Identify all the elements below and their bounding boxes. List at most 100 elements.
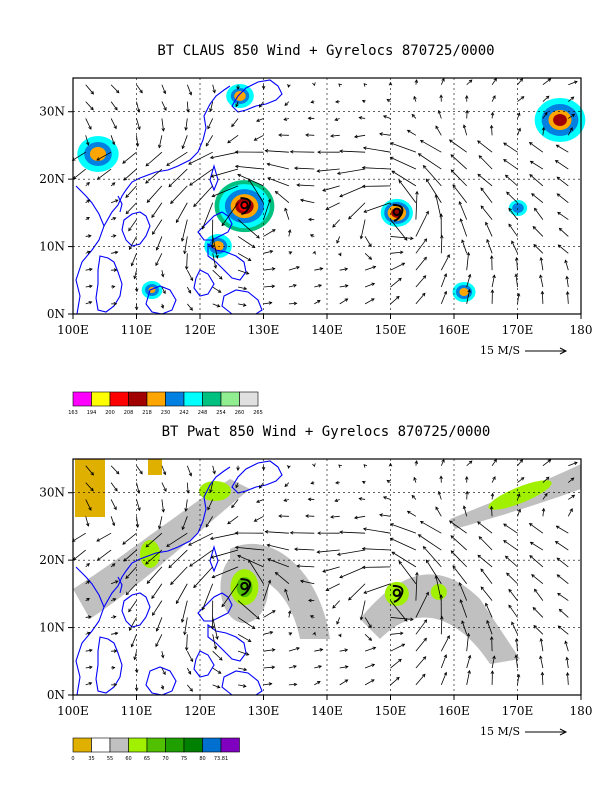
wind-vector (263, 665, 276, 670)
wind-vector (161, 84, 167, 95)
pwat-vector-scale-arrow (525, 728, 568, 736)
colorbar-swatch (239, 391, 259, 407)
wind-vector (390, 600, 408, 622)
wind-vector (557, 211, 569, 220)
wind-vector (568, 113, 576, 119)
wind-vector (155, 634, 163, 648)
wind-vector (288, 251, 293, 255)
colorbar-label: 194 (87, 410, 97, 416)
wind-vector (212, 667, 222, 674)
wind-vector (237, 554, 264, 568)
longitude-tick-label: 160E (438, 323, 470, 337)
wind-vector (565, 656, 569, 669)
coastline (121, 592, 151, 628)
wind-vector (415, 571, 419, 601)
wind-vector (555, 525, 569, 534)
wind-vector (237, 633, 252, 642)
wind-vector (528, 523, 544, 534)
longitude-tick-label: 180 (570, 704, 593, 718)
longitude-tick-label: 120E (184, 323, 216, 337)
wind-vector (325, 583, 340, 591)
wind-vector (158, 516, 163, 530)
wind-vector (158, 135, 163, 149)
cloud-contour (512, 203, 524, 213)
wind-vector (567, 508, 573, 517)
wind-vector (506, 191, 518, 204)
pwat-panel: BT Pwat 850 Wind + Gyrelocs 870725/0000 … (39, 424, 592, 762)
wind-vector (212, 634, 218, 650)
wind-vector (207, 499, 214, 511)
wind-vector (363, 583, 391, 594)
wind-vector (480, 586, 493, 601)
wind-vector (388, 81, 393, 86)
wind-vector (558, 608, 569, 618)
wind-vector (486, 238, 493, 254)
wind-vector (123, 549, 137, 562)
moisture-contour (199, 481, 231, 501)
gyre-marker (240, 578, 252, 597)
wind-vector (557, 592, 569, 601)
wind-vector (128, 600, 137, 613)
wind-vector (364, 646, 377, 652)
wind-vector (238, 684, 247, 688)
wind-vector (440, 234, 444, 254)
wind-vector (212, 236, 219, 259)
wind-vector (263, 579, 272, 601)
wind-vector (539, 274, 544, 288)
wind-vector (85, 465, 94, 476)
wind-vector (564, 259, 569, 271)
wind-vector (390, 617, 414, 622)
claus-colorbar: 163 194 200 208 218 230 242 248 254 260 265 (68, 391, 263, 416)
wind-vector (238, 667, 248, 672)
wind-vector (539, 655, 544, 669)
wind-vector (122, 532, 137, 545)
wind-vector (152, 219, 163, 235)
wind-vector (188, 151, 213, 165)
wind-vector (180, 219, 188, 242)
wind-vector (466, 669, 471, 685)
wind-vector (419, 140, 442, 153)
wind-vector (287, 229, 292, 237)
wind-vector (565, 275, 569, 288)
wind-vector (361, 166, 391, 170)
wind-vector (201, 583, 214, 611)
wind-vector (85, 482, 94, 492)
wind-vector (160, 651, 165, 659)
wind-vector (236, 465, 240, 471)
wind-vector (316, 549, 340, 554)
wind-vector (96, 168, 112, 180)
colorbar-label: 0 (71, 756, 74, 762)
wind-vector (263, 648, 276, 652)
colorbar-label: 55 (107, 756, 113, 762)
wind-vector (307, 116, 315, 121)
claus-title: BT CLAUS 850 Wind + Gyrelocs 870725/0000 (157, 43, 494, 59)
wind-vector (85, 135, 90, 146)
wind-vector (312, 250, 316, 255)
claus-cloud-fields (77, 84, 586, 302)
wind-vector (486, 619, 493, 635)
wind-vector (263, 229, 276, 237)
wind-vector (238, 286, 248, 291)
colorbar-swatch (91, 737, 111, 753)
wind-vector (440, 671, 448, 686)
wind-vector (145, 532, 163, 548)
wind-vector (466, 79, 473, 86)
wind-vector (533, 207, 544, 220)
wind-vector (325, 202, 340, 210)
colorbar-swatch (202, 391, 222, 407)
claus-vector-scale-label: 15 M/S (480, 344, 520, 357)
coastline (221, 670, 263, 696)
wind-vector (514, 256, 519, 271)
wind-vector (388, 462, 393, 467)
wind-vector (151, 202, 163, 219)
wind-vector (235, 482, 239, 489)
wind-vector (568, 477, 575, 483)
wind-vector (145, 168, 163, 184)
wind-vector (450, 550, 467, 568)
wind-vector (278, 133, 289, 137)
wind-vector (361, 184, 391, 189)
wind-vector (390, 295, 400, 305)
wind-vector (145, 549, 163, 565)
moisture-band (73, 479, 250, 619)
wind-vector (125, 202, 137, 215)
